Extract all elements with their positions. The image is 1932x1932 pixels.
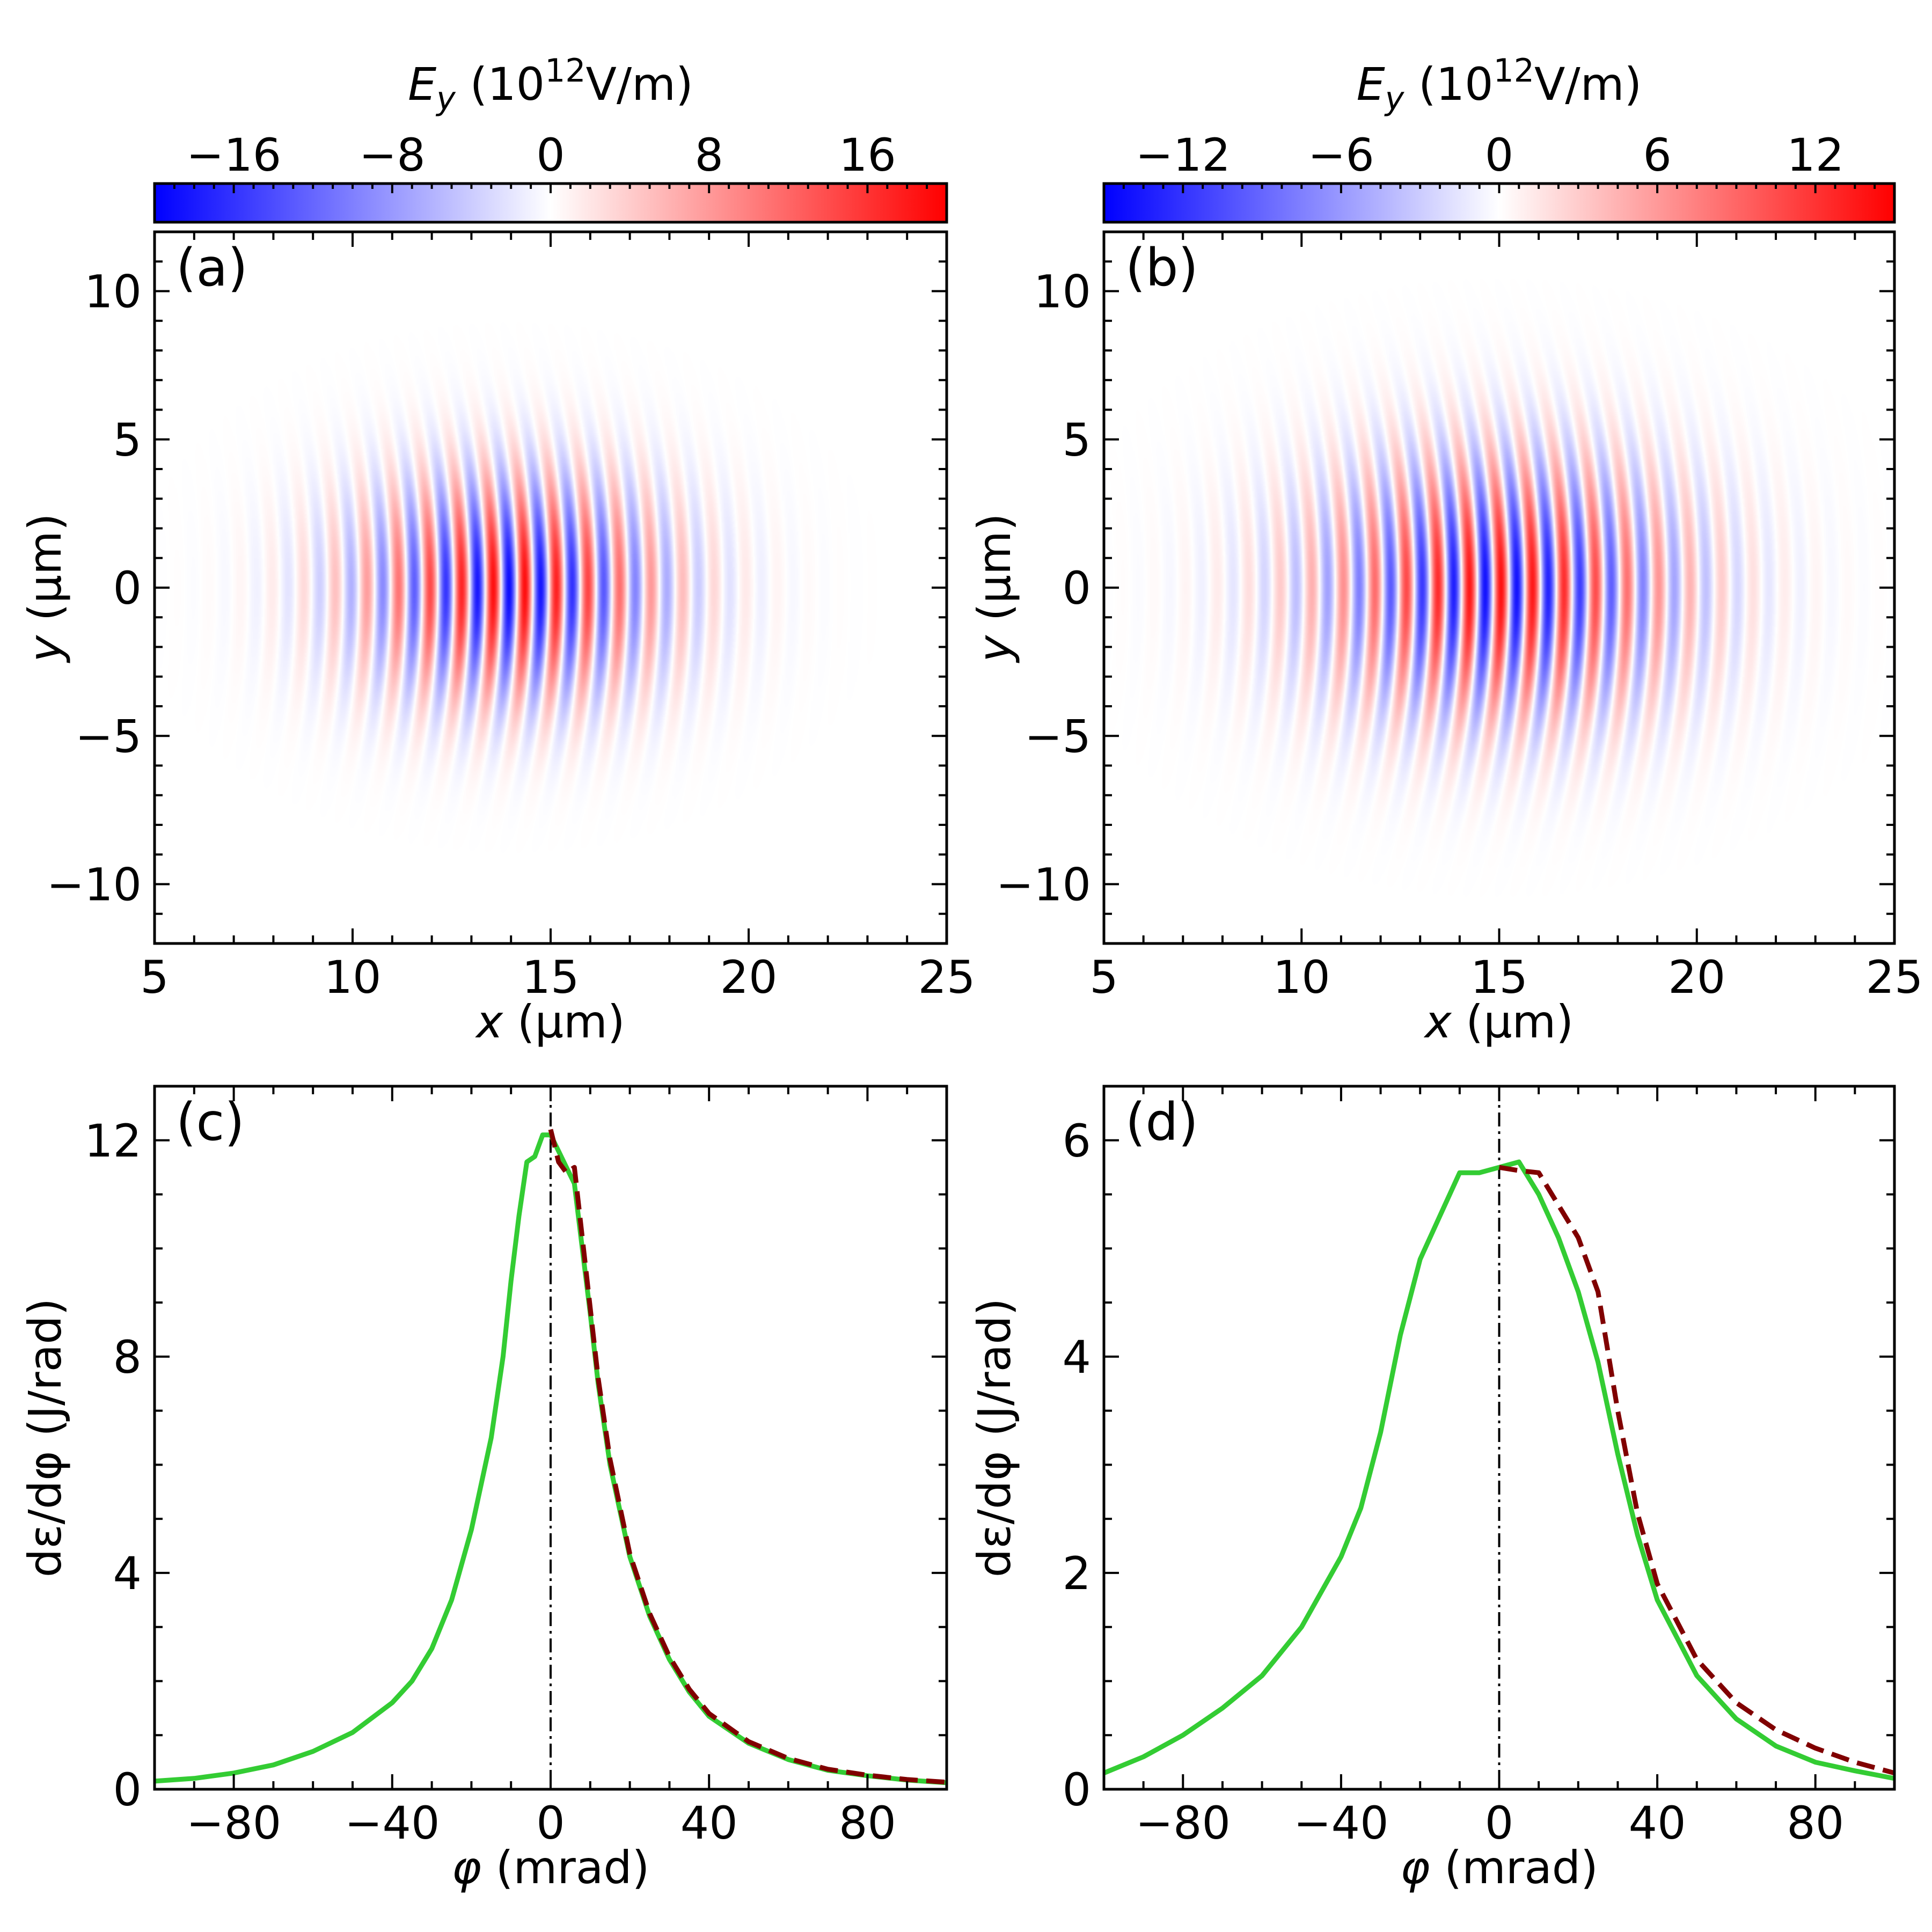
label-part: y xyxy=(19,635,71,664)
x-axis-label: x (μm) xyxy=(1423,996,1574,1048)
label-part: x xyxy=(474,996,503,1048)
label-part: 12 xyxy=(1494,52,1534,90)
y-tick-label: 0 xyxy=(1063,1763,1091,1816)
field-map xyxy=(155,232,947,943)
y-tick-label: 10 xyxy=(1034,266,1091,318)
field-map xyxy=(1104,232,1894,943)
x-tick-label: 80 xyxy=(839,1797,896,1849)
label-part: (mrad) xyxy=(481,1841,649,1894)
colorbar-tick-label: −8 xyxy=(359,129,426,181)
label-part: (μm) xyxy=(968,513,1021,635)
label-part: 12 xyxy=(545,52,586,90)
panel-c: −80 −40 0 40 80 0 4 8 12 φ (mrad) dε/dφ (J/rad) (c) xyxy=(19,1085,948,1894)
label-part: φ xyxy=(452,1841,481,1894)
panel-label: (a) xyxy=(176,238,248,298)
x-tick-label: 5 xyxy=(140,951,169,1004)
label-part: x xyxy=(1423,996,1452,1048)
y-tick-label: 5 xyxy=(113,414,142,466)
x-tick-label: 40 xyxy=(680,1797,738,1849)
y-axis-label: y (μm) xyxy=(968,513,1021,663)
x-tick-label: 40 xyxy=(1629,1797,1686,1849)
label-part: E xyxy=(408,58,436,111)
y-tick-label: 0 xyxy=(1063,562,1091,614)
x-axis-label: x (μm) xyxy=(474,996,625,1048)
colorbar-tick-label: 6 xyxy=(1643,129,1671,181)
y-axis-label: dε/dφ (J/rad) xyxy=(19,1298,71,1577)
x-tick-label: 0 xyxy=(1485,1797,1513,1849)
y-tick-label: 4 xyxy=(113,1547,142,1600)
panel-d: −80 −40 0 40 80 0 2 4 6 φ (mrad) dε/dφ (J/rad) (d) xyxy=(968,1085,1896,1894)
y-tick-label: −5 xyxy=(1024,710,1091,763)
x-tick-label: 10 xyxy=(324,951,382,1004)
label-part: φ xyxy=(1400,1841,1430,1894)
colorbar-tick-label: 12 xyxy=(1787,129,1844,181)
colorbar-label: Ey (1012V/m) xyxy=(408,52,693,118)
label-part: (10 xyxy=(456,58,545,111)
colorbar-tick-label: 8 xyxy=(694,129,723,181)
y-tick-label: 0 xyxy=(113,562,142,614)
x-tick-label: 25 xyxy=(1866,951,1923,1004)
panel-label: (b) xyxy=(1125,238,1198,298)
colorbar-tick-label: 0 xyxy=(1485,129,1513,181)
series-half-line xyxy=(1498,1165,1894,1776)
x-tick-label: 15 xyxy=(1470,951,1528,1004)
colorbar-tick-label: −16 xyxy=(186,129,281,181)
colorbar-tick-label: 0 xyxy=(536,129,565,181)
label-part: (μm) xyxy=(1452,996,1574,1048)
colorbar-tick-label: −6 xyxy=(1308,129,1374,181)
colorbar-tick-label: 16 xyxy=(839,129,896,181)
label-part: (10 xyxy=(1404,58,1493,111)
x-tick-label: 15 xyxy=(522,951,580,1004)
colorbar-label: Ey (1012V/m) xyxy=(1357,52,1642,118)
x-tick-label: 80 xyxy=(1787,1797,1844,1849)
panel-label: (c) xyxy=(176,1092,245,1152)
x-tick-label: −80 xyxy=(1136,1797,1231,1849)
x-tick-label: −40 xyxy=(345,1797,440,1849)
y-tick-label: 12 xyxy=(84,1115,142,1167)
y-tick-label: −10 xyxy=(996,859,1091,911)
y-tick-label: 5 xyxy=(1063,414,1091,466)
label-part: (μm) xyxy=(19,513,71,635)
panel-a: −16 −8 0 8 16 Ey (1012V/m) 5 10 15 20 25 −10 −5 0 5 10 x… xyxy=(19,52,975,1048)
x-axis-label: φ (mrad) xyxy=(452,1841,650,1894)
panel-label: (d) xyxy=(1125,1092,1198,1152)
x-tick-label: 0 xyxy=(536,1797,565,1849)
label-part: (mrad) xyxy=(1430,1841,1598,1894)
x-tick-label: 5 xyxy=(1089,951,1118,1004)
label-part: y xyxy=(1384,80,1405,118)
y-tick-label: 8 xyxy=(113,1331,142,1384)
y-tick-label: 6 xyxy=(1063,1115,1091,1167)
x-tick-label: 10 xyxy=(1273,951,1330,1004)
label-part: y xyxy=(435,80,456,118)
x-tick-label: −40 xyxy=(1293,1797,1388,1849)
label-part: E xyxy=(1357,58,1385,111)
y-tick-label: 4 xyxy=(1063,1331,1091,1384)
label-part: V/m) xyxy=(1534,58,1642,111)
x-axis-label: φ (mrad) xyxy=(1400,1841,1598,1894)
label-part: V/m) xyxy=(586,58,693,111)
y-axis-label: dε/dφ (J/rad) xyxy=(968,1298,1021,1577)
label-part: (μm) xyxy=(503,996,625,1048)
x-tick-label: 20 xyxy=(720,951,778,1004)
y-axis-label: y (μm) xyxy=(19,513,71,663)
colorbar-tick-label: −12 xyxy=(1136,129,1231,181)
y-tick-label: 0 xyxy=(113,1763,142,1816)
y-tick-label: 10 xyxy=(84,266,142,318)
x-tick-label: −80 xyxy=(186,1797,281,1849)
y-tick-label: 2 xyxy=(1063,1547,1091,1600)
x-tick-label: 25 xyxy=(918,951,976,1004)
label-part: y xyxy=(968,635,1021,664)
colorbar xyxy=(1102,182,1896,224)
y-tick-label: −5 xyxy=(75,710,142,763)
x-tick-label: 20 xyxy=(1668,951,1725,1004)
series-half-line xyxy=(548,1129,947,1785)
y-tick-label: −10 xyxy=(47,859,142,911)
